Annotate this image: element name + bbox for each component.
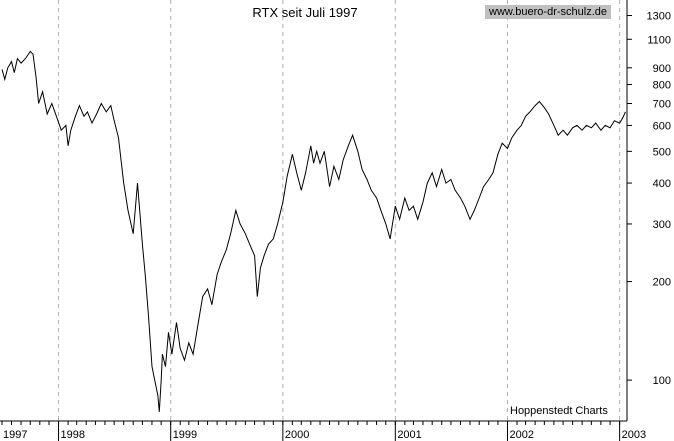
y-tick-label-300: 300 (653, 219, 671, 231)
grid-lines (58, 0, 621, 421)
y-tick-label-900: 900 (653, 63, 671, 75)
x-tick-label-2003: 2003 (622, 429, 646, 441)
x-axis-ticks: 1997 1998 1999 2000 2001 2002 2003 (1, 421, 646, 441)
y-tick-label-700: 700 (653, 99, 671, 111)
y-tick-label-1300: 1300 (647, 11, 671, 23)
y-tick-label-800: 800 (653, 80, 671, 92)
x-tick-label-1997: 1997 (3, 429, 27, 441)
y-tick-label-100: 100 (653, 375, 671, 387)
y-tick-label-500: 500 (653, 146, 671, 158)
x-tick-label-2000: 2000 (285, 429, 309, 441)
y-tick-label-1100: 1100 (647, 34, 671, 46)
y-axis-ticks: 100 200 300 400 500 600 700 800 900 1100 1300 (627, 11, 671, 387)
source-label: Hoppenstedt Charts (510, 405, 608, 417)
y-tick-label-200: 200 (653, 277, 671, 289)
x-tick-label-2002: 2002 (509, 429, 533, 441)
credit-label: www.buero-dr-schulz.de (485, 5, 611, 19)
y-tick-label-400: 400 (653, 178, 671, 190)
y-tick-label-600: 600 (653, 120, 671, 132)
x-tick-label-2001: 2001 (397, 429, 421, 441)
series-line (1, 50, 626, 412)
x-tick-label-1999: 1999 (173, 429, 197, 441)
x-tick-label-1998: 1998 (61, 429, 85, 441)
axes (0, 0, 628, 422)
chart-title: RTX seit Juli 1997 (252, 5, 358, 20)
